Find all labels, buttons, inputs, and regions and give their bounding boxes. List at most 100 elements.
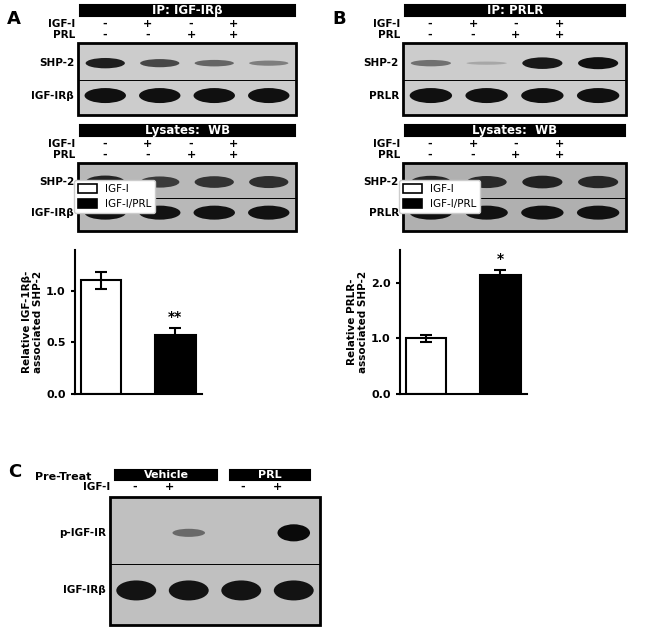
Text: PRLR: PRLR	[369, 207, 399, 218]
Ellipse shape	[465, 88, 508, 103]
Ellipse shape	[521, 205, 564, 220]
Text: +: +	[469, 139, 478, 149]
Text: IGF-I: IGF-I	[372, 139, 400, 149]
Text: +: +	[144, 139, 153, 149]
Ellipse shape	[278, 524, 310, 541]
Text: IGF-IRβ: IGF-IRβ	[31, 90, 74, 100]
Text: -: -	[133, 482, 137, 492]
Text: -: -	[514, 139, 518, 149]
Text: +: +	[187, 150, 196, 160]
Ellipse shape	[410, 205, 452, 220]
Text: -: -	[471, 150, 475, 160]
Ellipse shape	[116, 580, 156, 600]
Text: -: -	[471, 30, 475, 40]
Ellipse shape	[467, 61, 507, 65]
Ellipse shape	[523, 58, 562, 69]
Text: -: -	[514, 19, 518, 29]
Text: -: -	[146, 150, 150, 160]
Bar	[405, 125, 625, 136]
Text: -: -	[428, 30, 432, 40]
Ellipse shape	[84, 88, 126, 103]
Bar	[230, 470, 310, 480]
Ellipse shape	[86, 175, 125, 189]
Text: PRL: PRL	[378, 30, 400, 40]
Text: -: -	[428, 19, 432, 29]
Text: Lysates:  WB: Lysates: WB	[473, 124, 558, 137]
Bar	[406, 338, 447, 394]
Text: PRLR: PRLR	[369, 90, 399, 100]
Text: C: C	[8, 463, 21, 481]
Bar	[81, 280, 122, 394]
Text: -: -	[240, 482, 245, 492]
Bar	[115, 470, 217, 480]
Text: SHP-2: SHP-2	[39, 177, 74, 187]
Text: +: +	[554, 19, 564, 29]
Bar	[405, 5, 625, 16]
Ellipse shape	[140, 59, 179, 67]
Ellipse shape	[274, 580, 314, 600]
Text: +: +	[554, 30, 564, 40]
Y-axis label: Relative IGF-1Rβ-
associated SHP-2: Relative IGF-1Rβ- associated SHP-2	[21, 271, 44, 372]
Ellipse shape	[521, 88, 564, 103]
Text: Lysates:  WB: Lysates: WB	[145, 124, 230, 137]
Text: *: *	[497, 252, 504, 266]
Text: +: +	[187, 30, 196, 40]
Text: -: -	[103, 139, 107, 149]
Legend: IGF-I, IGF-I/PRL: IGF-I, IGF-I/PRL	[73, 180, 155, 214]
Bar	[80, 5, 295, 16]
Ellipse shape	[249, 61, 289, 66]
Text: Pre-Treat: Pre-Treat	[35, 472, 92, 482]
Text: +: +	[554, 150, 564, 160]
Ellipse shape	[578, 176, 618, 188]
Bar	[80, 125, 295, 136]
Bar	[403, 163, 626, 231]
Text: +: +	[512, 30, 521, 40]
Ellipse shape	[577, 205, 619, 220]
Text: PRL: PRL	[258, 470, 282, 480]
Ellipse shape	[465, 205, 508, 220]
Text: p-IGF-IR: p-IGF-IR	[59, 528, 106, 538]
Ellipse shape	[578, 57, 618, 69]
Bar	[403, 43, 626, 115]
Ellipse shape	[410, 88, 452, 103]
Ellipse shape	[577, 88, 619, 103]
Bar	[78, 43, 296, 115]
Text: SHP-2: SHP-2	[39, 58, 74, 68]
Bar	[78, 163, 296, 231]
Text: IGF-I: IGF-I	[83, 482, 110, 492]
Text: +: +	[469, 19, 478, 29]
Text: **: **	[168, 310, 183, 324]
Ellipse shape	[249, 176, 289, 188]
Text: +: +	[554, 139, 564, 149]
Ellipse shape	[194, 205, 235, 220]
Text: +: +	[274, 482, 283, 492]
Text: IGF-I: IGF-I	[47, 139, 75, 149]
Text: +: +	[144, 19, 153, 29]
Bar	[480, 275, 521, 394]
Bar	[110, 497, 320, 625]
Y-axis label: Relative PRLR-
associated SHP-2: Relative PRLR- associated SHP-2	[346, 271, 369, 372]
Text: +: +	[229, 139, 239, 149]
Text: -: -	[103, 150, 107, 160]
Text: -: -	[428, 139, 432, 149]
Ellipse shape	[169, 580, 209, 600]
Ellipse shape	[194, 88, 235, 103]
Text: -: -	[188, 139, 193, 149]
Text: SHP-2: SHP-2	[364, 177, 399, 187]
Ellipse shape	[139, 88, 181, 103]
Ellipse shape	[523, 176, 562, 188]
Text: -: -	[103, 19, 107, 29]
Ellipse shape	[172, 529, 205, 537]
Text: -: -	[146, 30, 150, 40]
Ellipse shape	[248, 205, 289, 220]
Ellipse shape	[84, 205, 126, 220]
Text: -: -	[188, 19, 193, 29]
Text: PRL: PRL	[378, 150, 400, 160]
Ellipse shape	[139, 205, 181, 220]
Text: PRL: PRL	[53, 150, 75, 160]
Text: Vehicle: Vehicle	[144, 470, 188, 480]
Ellipse shape	[86, 58, 125, 68]
Ellipse shape	[194, 60, 234, 67]
Text: IGF-I: IGF-I	[372, 19, 400, 29]
Ellipse shape	[194, 176, 234, 188]
